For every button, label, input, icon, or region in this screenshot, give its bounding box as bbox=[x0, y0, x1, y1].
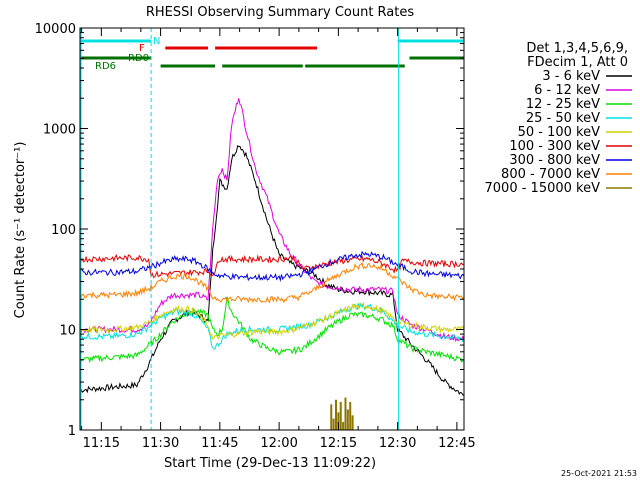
flag-n-label: N bbox=[153, 36, 160, 47]
series-12-25-kev bbox=[79, 296, 465, 364]
x-tick-label: 11:45 bbox=[201, 436, 238, 451]
legend-entry-label: 800 - 7000 keV bbox=[501, 167, 600, 182]
series-3-6-kev bbox=[79, 144, 465, 397]
x-tick-label: 12:30 bbox=[379, 436, 416, 451]
x-tick-label: 11:30 bbox=[142, 436, 179, 451]
legend-entry-label: 12 - 25 keV bbox=[526, 97, 600, 112]
flag-rd6-label: RD6 bbox=[95, 61, 116, 72]
x-tick-label: 12:00 bbox=[260, 436, 297, 451]
flag-f-label: F bbox=[139, 43, 145, 54]
legend-entry-label: 50 - 100 keV bbox=[518, 125, 601, 140]
legend-entry-label: 3 - 6 keV bbox=[542, 69, 600, 84]
axis-layer: 1 10 100 1000 10000 11:15 11:30 11:45 12:00 12:15… bbox=[35, 22, 476, 451]
plot-frame bbox=[79, 27, 465, 431]
timestamp: 25-Oct-2021 21:53 bbox=[561, 469, 637, 478]
legend: Det 1,3,4,5,6,9,FDecim 1, Att 03 - 6 keV… bbox=[485, 41, 632, 196]
series-layer bbox=[79, 98, 465, 430]
legend-entry-label: 100 - 300 keV bbox=[509, 139, 600, 154]
series-100-300-kev bbox=[79, 253, 465, 279]
y-tick-label: 1 bbox=[68, 424, 76, 439]
series-25-50-kev bbox=[79, 301, 465, 350]
legend-entry-label: 7000 - 15000 keV bbox=[485, 181, 601, 196]
series-800-7000-kev bbox=[79, 261, 465, 304]
y-tick-label: 100 bbox=[51, 223, 76, 238]
y-axis-label: Count Rate (s⁻¹ detector⁻¹) bbox=[13, 142, 28, 319]
legend-entry-label: 25 - 50 keV bbox=[526, 111, 600, 126]
x-tick-label: 12:45 bbox=[438, 436, 475, 451]
series-300-800-kev bbox=[79, 250, 465, 283]
legend-entry-label: 6 - 12 keV bbox=[534, 83, 600, 98]
legend-header: FDecim 1, Att 0 bbox=[527, 55, 628, 70]
x-tick-label: 12:15 bbox=[320, 436, 357, 451]
chart-title: RHESSI Observing Summary Count Rates bbox=[146, 5, 415, 20]
x-tick-label: 11:15 bbox=[83, 436, 120, 451]
legend-header: Det 1,3,4,5,6,9, bbox=[526, 41, 628, 56]
x-axis-label: Start Time (29-Dec-13 11:09:22) bbox=[164, 456, 376, 471]
legend-entry-label: 300 - 800 keV bbox=[509, 153, 600, 168]
y-tick-label: 10 bbox=[59, 324, 76, 339]
y-tick-label: 1000 bbox=[43, 123, 76, 138]
series-6-12-kev bbox=[79, 98, 465, 342]
y-tick-label: 10000 bbox=[35, 22, 76, 37]
series-50-100-kev bbox=[79, 303, 465, 340]
flag-rd0-label: RD0 bbox=[128, 53, 149, 64]
saa-lines bbox=[80, 28, 465, 430]
